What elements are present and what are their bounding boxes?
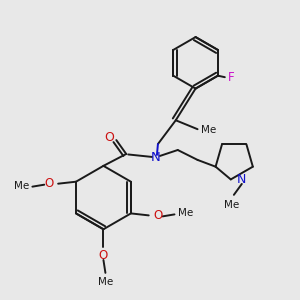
Text: O: O bbox=[104, 130, 114, 144]
Text: F: F bbox=[227, 71, 234, 84]
Text: O: O bbox=[99, 248, 108, 262]
Text: Me: Me bbox=[201, 125, 216, 135]
Text: O: O bbox=[45, 177, 54, 190]
Text: N: N bbox=[237, 173, 247, 187]
Text: O: O bbox=[153, 209, 162, 222]
Text: Me: Me bbox=[178, 208, 193, 218]
Text: Me: Me bbox=[224, 200, 239, 210]
Text: N: N bbox=[151, 152, 161, 164]
Text: Me: Me bbox=[14, 181, 29, 191]
Text: Me: Me bbox=[98, 277, 113, 287]
